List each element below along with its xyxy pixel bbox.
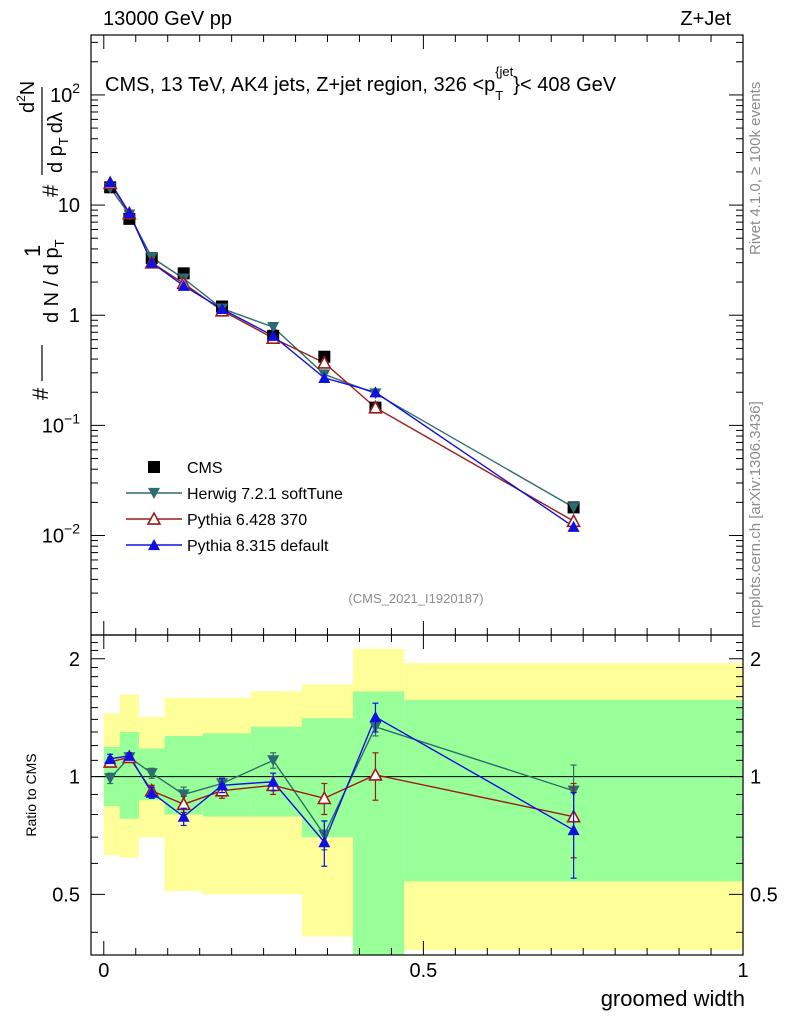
x-tick-label-0: 0 — [98, 960, 109, 982]
ylabel-hash-2: # — [38, 184, 63, 197]
ratio-point-series-2-0 — [104, 752, 117, 764]
main-point-series-0-5 — [267, 322, 280, 334]
main-point-series-2-7 — [369, 386, 382, 398]
ratio-point-series-2-2 — [145, 786, 158, 798]
main-point-series-2-1 — [123, 206, 136, 218]
main-y-tick-label-2: 1 — [69, 305, 80, 327]
header-energy: 13000 GeV pp — [103, 8, 232, 30]
ylabel-hash-1: # — [28, 387, 53, 400]
chart-title-sup: {jet — [495, 64, 513, 79]
legend-label-series-1: Pythia 6.428 370 — [187, 512, 307, 529]
ratio-panel-frame — [90, 634, 744, 956]
legend-marker-series-0 — [148, 487, 160, 499]
mcplots-credit: mcplots.cern.ch [arXiv:1306.3436] — [747, 401, 764, 628]
legend-label-series-2: Pythia 8.315 default — [187, 538, 329, 555]
ylabel-d: d — [17, 102, 39, 113]
ylabel-dlambda: dλ — [45, 112, 67, 133]
band-green-5 — [250, 726, 302, 817]
legend: CMS Herwig 7.2.1 softTune Pythia 6.428 370… — [126, 460, 343, 555]
ylabel-one: 1 — [20, 245, 45, 257]
main-point-series-1-6 — [316, 355, 332, 369]
svg-text:d N / d pT: d N / d pT — [41, 239, 67, 323]
ratio-point-series-0-5 — [267, 755, 280, 767]
ratio-point-series-2-6 — [318, 836, 331, 848]
ratio-y-tick-label-right-1: 1 — [750, 767, 761, 789]
ylabel-t-1: T — [52, 239, 67, 247]
chart-title: CMS, 13 TeV, AK4 jets, Z+jet region, 326… — [105, 64, 617, 103]
main-point-series-0-8 — [567, 502, 580, 514]
ratio-y-tick-label-left-0: 0.5 — [52, 884, 80, 906]
ylabel-n: N — [17, 81, 39, 95]
axis-ticks: 0 0.5 1 10−2 10−1 1 10 102 0.5 0.5 1 1 2 2 — [42, 35, 778, 982]
ratio-y-tick-label-right-0: 0.5 — [750, 884, 778, 906]
uncertainty-bands — [103, 648, 743, 955]
ratio-point-series-2-4 — [216, 779, 229, 791]
analysis-id: (CMS_2021_I1920187) — [348, 591, 483, 606]
band-green-4 — [202, 733, 251, 817]
main-y-axis-label: # 1 d N / d pT # d2N d pTdλ — [14, 81, 71, 400]
main-y-tick-label-4: 102 — [50, 80, 80, 107]
main-line-series-0 — [109, 187, 574, 509]
chart-title-tail: }< 408 GeV — [513, 74, 617, 96]
legend-label-series-0: Herwig 7.2.1 softTune — [187, 486, 343, 503]
header-process: Z+Jet — [680, 8, 731, 30]
ratio-point-series-2-8 — [567, 824, 580, 836]
band-green-1 — [119, 731, 139, 819]
main-line-series-1 — [109, 182, 574, 522]
x-tick-label-2: 1 — [737, 960, 748, 982]
main-point-series-2-0 — [104, 175, 117, 188]
ratio-point-series-2-5 — [267, 775, 280, 787]
ratio-y-tick-label-left-2: 2 — [69, 649, 80, 671]
legend-marker-cms — [148, 461, 160, 473]
main-point-series-2-2 — [145, 256, 158, 268]
ylabel-dn-dpt: d N / d p — [41, 247, 63, 323]
ratio-point-series-0-3 — [177, 789, 190, 801]
legend-marker-series-2 — [148, 539, 160, 551]
svg-text:#: # — [38, 184, 63, 197]
main-point-series-2-6 — [318, 371, 331, 383]
svg-text:#: # — [28, 387, 53, 400]
ratio-point-series-1-7 — [368, 767, 383, 781]
ratio-point-series-2-1 — [123, 749, 136, 761]
chart-marks — [102, 175, 581, 879]
band-green-7 — [353, 691, 405, 955]
ratio-point-series-2-7 — [369, 710, 382, 723]
svg-text:d2N: d2N — [14, 81, 39, 113]
main-point-series-2-4 — [216, 302, 229, 315]
chart-title-sub: T — [495, 88, 503, 103]
main-line-series-2 — [109, 181, 575, 528]
ratio-point-series-0-2 — [145, 768, 158, 780]
ylabel-two: 2 — [14, 95, 28, 102]
main-point-series-1-7 — [368, 399, 383, 414]
rivet-version: Rivet 4.1.0, ≥ 100k events — [747, 82, 764, 255]
main-point-series-2-3 — [177, 279, 190, 291]
ylabel-t-2: T — [56, 137, 71, 145]
ylabel-dpt: d p — [45, 145, 67, 173]
x-axis-label: groomed width — [601, 986, 745, 1011]
ratio-y-axis-label: Ratio to CMS — [23, 753, 39, 836]
ratio-point-series-1-6 — [316, 790, 332, 805]
ratio-point-series-2-3 — [177, 810, 190, 822]
main-y-tick-label-3: 10 — [58, 195, 80, 217]
main-y-tick-label-0: 10−2 — [42, 521, 80, 548]
svg-text:1: 1 — [20, 245, 45, 257]
main-point-series-2-5 — [267, 329, 280, 341]
band-green-6 — [301, 718, 354, 838]
main-y-tick-label-1: 10−1 — [42, 410, 80, 437]
x-tick-label-1: 0.5 — [409, 960, 437, 982]
chart-title-main: CMS, 13 TeV, AK4 jets, Z+jet region, 326… — [105, 74, 495, 96]
legend-label-cms: CMS — [187, 460, 223, 477]
main-point-series-2-8 — [567, 520, 580, 532]
ratio-point-series-0-0 — [104, 773, 117, 785]
svg-text:d pTdλ: d pTdλ — [45, 112, 71, 173]
ratio-y-tick-label-right-2: 2 — [750, 649, 761, 671]
legend-marker-series-1 — [146, 511, 162, 525]
ratio-y-tick-label-left-1: 1 — [69, 767, 80, 789]
